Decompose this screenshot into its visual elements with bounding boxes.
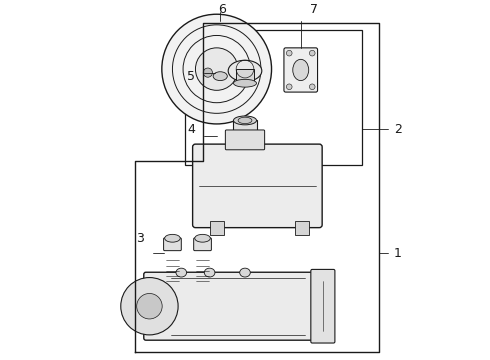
Circle shape bbox=[196, 48, 238, 90]
FancyBboxPatch shape bbox=[311, 269, 335, 343]
Ellipse shape bbox=[195, 234, 210, 242]
Ellipse shape bbox=[293, 59, 309, 81]
FancyBboxPatch shape bbox=[284, 48, 318, 92]
Circle shape bbox=[309, 84, 315, 90]
Bar bbox=[185, 30, 362, 165]
Ellipse shape bbox=[238, 117, 252, 123]
Circle shape bbox=[137, 293, 162, 319]
Text: 3: 3 bbox=[136, 233, 144, 246]
Circle shape bbox=[162, 14, 271, 124]
Circle shape bbox=[203, 68, 213, 77]
Text: 5: 5 bbox=[188, 70, 196, 83]
Circle shape bbox=[309, 50, 315, 56]
Bar bbox=[236, 69, 254, 83]
Text: 1: 1 bbox=[393, 247, 401, 260]
Bar bbox=[294, 221, 309, 235]
Ellipse shape bbox=[176, 268, 187, 277]
Bar bbox=[236, 62, 250, 76]
Ellipse shape bbox=[240, 268, 250, 277]
Text: 6: 6 bbox=[218, 3, 226, 16]
FancyBboxPatch shape bbox=[144, 272, 332, 340]
FancyBboxPatch shape bbox=[193, 144, 322, 228]
FancyBboxPatch shape bbox=[164, 238, 181, 251]
Ellipse shape bbox=[204, 268, 215, 277]
Text: 2: 2 bbox=[393, 123, 401, 136]
Bar bbox=[210, 221, 224, 235]
Circle shape bbox=[243, 65, 251, 73]
Ellipse shape bbox=[213, 72, 227, 81]
Bar bbox=[234, 120, 256, 152]
Circle shape bbox=[121, 278, 178, 335]
Text: 4: 4 bbox=[188, 123, 196, 136]
Circle shape bbox=[287, 50, 292, 56]
Ellipse shape bbox=[165, 234, 180, 242]
FancyBboxPatch shape bbox=[225, 130, 265, 150]
Ellipse shape bbox=[234, 116, 256, 125]
Ellipse shape bbox=[228, 60, 262, 81]
Circle shape bbox=[287, 84, 292, 90]
Ellipse shape bbox=[234, 79, 256, 87]
Text: 7: 7 bbox=[310, 3, 318, 16]
Ellipse shape bbox=[234, 148, 256, 156]
FancyBboxPatch shape bbox=[194, 238, 211, 251]
